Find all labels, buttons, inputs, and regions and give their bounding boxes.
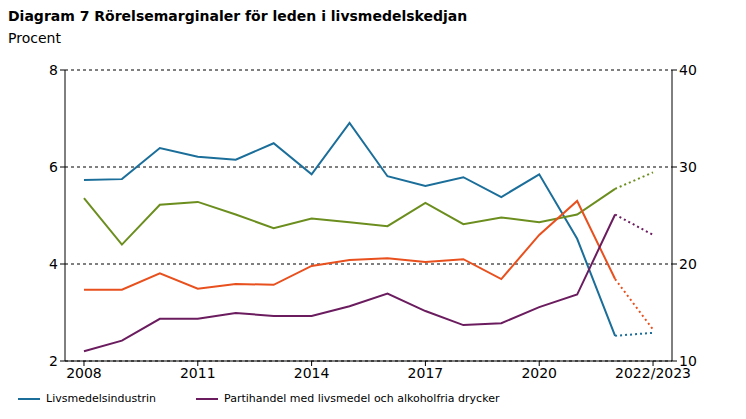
- svg-text:2020: 2020: [521, 365, 557, 381]
- html-text:Partihandel med livsmedel och: Partihandel med livsmedel och alkoholfri…: [224, 392, 500, 405]
- svg-text:2: 2: [49, 353, 58, 369]
- svg-text:20: 20: [679, 256, 697, 272]
- svg-text:6: 6: [49, 159, 58, 175]
- html-text:Livsmedelsindustrin: Livsmedelsindustrin: [46, 392, 156, 405]
- svg-text:4: 4: [49, 256, 58, 272]
- html-text:Procent: Procent: [8, 30, 61, 46]
- svg-text:10: 10: [679, 353, 697, 369]
- svg-text:2014: 2014: [294, 365, 330, 381]
- svg-text:2017: 2017: [408, 365, 444, 381]
- svg-text:2022/2023: 2022/2023: [615, 364, 691, 381]
- svg-text:30: 30: [679, 159, 697, 175]
- html-text:Diagram 7 Rörelsemarginaler fö: Diagram 7 Rörelsemarginaler för leden i …: [8, 8, 468, 24]
- svg-text:2011: 2011: [180, 365, 216, 381]
- svg-text:8: 8: [49, 62, 58, 78]
- svg-text:2008: 2008: [66, 365, 102, 381]
- svg-text:40: 40: [679, 62, 697, 78]
